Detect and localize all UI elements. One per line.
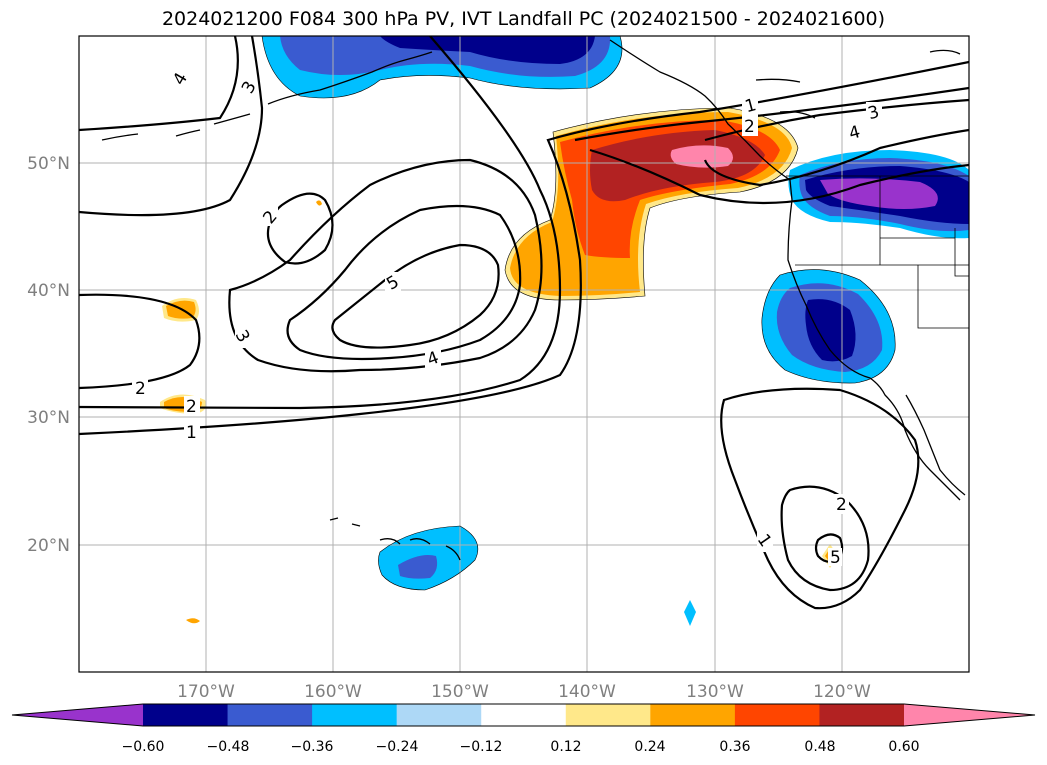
map-frame (78, 35, 970, 673)
political-borders (786, 175, 969, 329)
colorbar-segment (819, 704, 905, 726)
colorbar-tick-label: 0.60 (888, 739, 919, 755)
contour-label: 2 (836, 495, 847, 515)
lon-label: 120°W (813, 682, 871, 702)
contour-labels: 4 3 2 5 4 3 2 2 1 1 2 3 4 2 1 5 (132, 68, 882, 568)
colorbar-outline (11, 703, 1036, 727)
contour-label: 5 (830, 548, 841, 568)
lon-label: 160°W (304, 682, 362, 702)
positive-anomaly-northeast-pacific (505, 108, 798, 300)
lon-label: 150°W (431, 682, 489, 702)
colorbar-tick-label: 0.12 (550, 739, 581, 755)
graticule (79, 36, 969, 672)
colorbar-tick-label: −0.24 (376, 739, 419, 755)
colorbar-segment (396, 704, 482, 726)
colorbar-tick-label: −0.12 (460, 739, 503, 755)
colorbar-segment (227, 704, 313, 726)
colorbar-segment (312, 704, 398, 726)
lat-label: 30°N (27, 408, 70, 428)
lon-label: 140°W (558, 682, 616, 702)
colorbar-tick-label: 0.36 (719, 739, 750, 755)
contour-label: 1 (743, 95, 759, 117)
contour-label: 2 (744, 117, 755, 137)
contour-label: 2 (186, 397, 197, 417)
lat-label: 50°N (27, 154, 70, 174)
colorbar-tick-label: −0.36 (291, 739, 334, 755)
colorbar-segment (734, 704, 820, 726)
negative-anomaly-california (761, 269, 896, 384)
contour-label: 1 (186, 423, 197, 443)
lon-label: 170°W (177, 682, 235, 702)
map-title: 2024021200 F084 300 hPa PV, IVT Landfall… (161, 8, 886, 30)
lon-label: 130°W (686, 682, 744, 702)
colorbar-extension-max (904, 704, 1035, 726)
colorbar-segment (143, 704, 229, 726)
contour-label: 4 (847, 122, 863, 144)
colorbar (11, 703, 1036, 727)
colorbar-extension-min (12, 704, 143, 726)
negative-anomaly-hawaii (378, 526, 478, 590)
colorbar-tick-labels: −0.60 −0.48 −0.36 −0.24 −0.12 0.12 0.24 … (122, 739, 920, 755)
lat-label: 20°N (27, 536, 70, 556)
lat-label: 40°N (27, 281, 70, 301)
colorbar-tick-label: 0.48 (804, 739, 835, 755)
colorbar-tick-label: −0.60 (122, 739, 165, 755)
colorbar-segment (481, 704, 567, 726)
colorbar-segment (650, 704, 736, 726)
negative-anomaly-alaska (262, 36, 622, 98)
colorbar-tick-label: −0.48 (207, 739, 250, 755)
colorbar-tick-label: 0.24 (634, 739, 665, 755)
contour-label: 2 (135, 379, 146, 399)
contour-label: 3 (866, 102, 882, 124)
latitude-labels: 50°N 40°N 30°N 20°N (27, 154, 70, 556)
longitude-labels: 170°W 160°W 150°W 140°W 130°W 120°W (177, 682, 871, 702)
pv-contours (79, 36, 969, 610)
colorbar-segment (565, 704, 651, 726)
